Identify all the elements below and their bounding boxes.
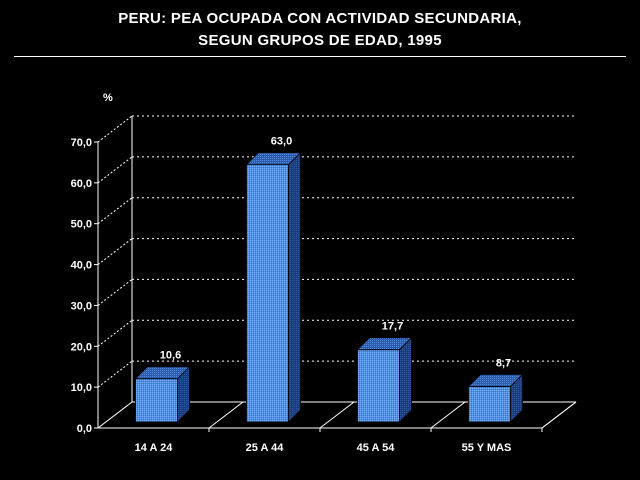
y-tick-label: 10,0	[71, 382, 92, 394]
bar	[134, 365, 191, 423]
wall-gridline	[97, 401, 133, 429]
bar-front	[357, 349, 400, 423]
x-tick-label: 25 A 44	[246, 442, 285, 454]
bar-top	[356, 337, 413, 351]
y-axis-label: %	[103, 92, 113, 104]
data-label: 10,6	[160, 350, 181, 362]
data-label: 63,0	[271, 136, 292, 148]
data-label: 17,7	[382, 321, 403, 333]
bar	[467, 373, 524, 423]
bar-top	[467, 374, 524, 387]
wall-gridline	[97, 197, 133, 225]
floor-divider	[430, 401, 466, 429]
floor-divider	[208, 401, 244, 429]
x-tick-label: 14 A 24	[135, 442, 174, 454]
bar-top	[134, 366, 191, 380]
y-tick-label: 30,0	[71, 300, 92, 312]
y-tick-label: 50,0	[71, 219, 92, 231]
wall-gridline	[97, 319, 133, 347]
wall-gridline	[97, 156, 133, 184]
wall-gridline	[97, 115, 133, 143]
y-tick-label: 70,0	[71, 137, 92, 149]
bar-side	[399, 336, 412, 423]
y-tick-label: 0,0	[77, 423, 92, 435]
wall-gridline	[97, 238, 133, 265]
bar-front	[135, 378, 178, 423]
bar-front	[246, 164, 289, 423]
bar	[356, 336, 413, 423]
y-tick-label: 40,0	[71, 260, 92, 272]
y-tick-label: 20,0	[71, 341, 92, 353]
floor-divider	[541, 401, 577, 429]
chart-title: PERU: PEA OCUPADA CON ACTIVIDAD SECUNDAR…	[118, 10, 522, 27]
bar-top	[245, 152, 302, 166]
wall-gridline	[97, 360, 133, 388]
bar-front	[468, 386, 511, 423]
floor-divider	[319, 401, 355, 429]
data-label: 8,7	[496, 357, 511, 369]
title-underline	[14, 56, 626, 57]
chart-subtitle: SEGUN GRUPOS DE EDAD, 1995	[198, 32, 442, 49]
bar-side	[288, 151, 301, 423]
wall-gridline	[97, 279, 133, 306]
x-tick-label: 55 Y MAS	[462, 442, 512, 454]
y-tick-label: 60,0	[71, 178, 92, 190]
bar	[245, 151, 302, 423]
x-tick-label: 45 A 54	[357, 442, 396, 454]
